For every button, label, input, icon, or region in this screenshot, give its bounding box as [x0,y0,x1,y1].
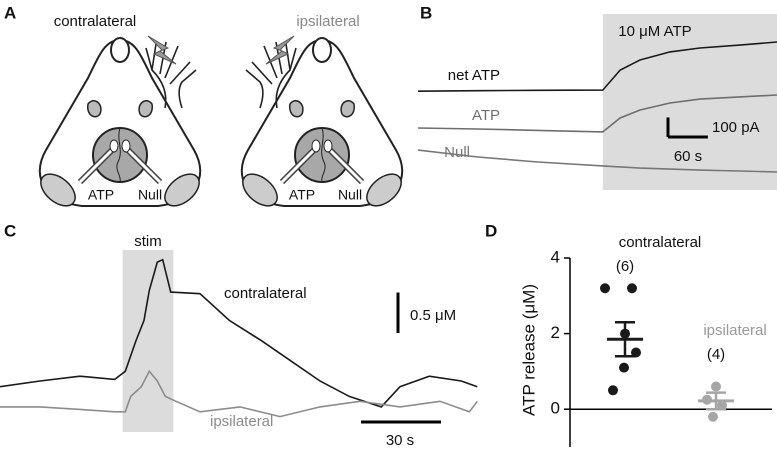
series-label: Null [444,144,470,161]
data-point [619,362,629,373]
scale-label: 0.5 μM [410,307,456,324]
stimulus-shade [122,250,174,432]
stimulus-shade [602,14,777,190]
side-label: contralateral [54,13,137,30]
trace [0,258,478,408]
panel-letter: B [420,3,432,22]
data-point [717,400,727,411]
n-label: (6) [616,258,634,275]
rat-head-right [237,36,407,212]
series-label: ipsilateral [210,413,273,430]
panel-letter: A [4,3,16,22]
series-label: contralateral [224,285,307,302]
y-axis-label: ATP release (μM) [519,284,538,416]
n-label: (4) [707,346,725,363]
electrode-label: ATP [88,187,114,203]
category-label: contralateral [619,234,702,251]
shade-label: stim [134,233,162,250]
trace [417,149,777,173]
y-tick-label: 0 [551,399,560,418]
y-tick-label: 4 [551,247,560,266]
electrode-label: Null [338,187,362,203]
electrode-label: Null [138,187,162,203]
electrode-label: ATP [289,187,315,203]
category-label: ipsilateral [703,322,766,339]
data-point [711,381,721,392]
trace [417,94,777,133]
panel-a: A contralateral ipsilateral ATP Null ATP… [4,3,407,212]
trace [417,41,777,92]
series-label: ATP [472,107,500,124]
data-point [627,283,637,294]
data-point [631,347,641,358]
scale-label: 100 pA [712,119,760,136]
panel-letter: D [485,221,497,240]
data-point [608,385,618,396]
panel-letter: C [4,221,16,240]
y-tick-label: 2 [551,323,560,342]
shade-label: 10 μM ATP [618,23,691,40]
data-point [600,283,610,294]
trace [0,369,478,418]
series-label: net ATP [448,67,500,84]
scale-label: 60 s [674,148,702,165]
scale-label: 30 s [386,432,414,449]
side-label: ipsilateral [296,13,359,30]
data-point [708,411,718,422]
rat-head-left [35,36,205,212]
